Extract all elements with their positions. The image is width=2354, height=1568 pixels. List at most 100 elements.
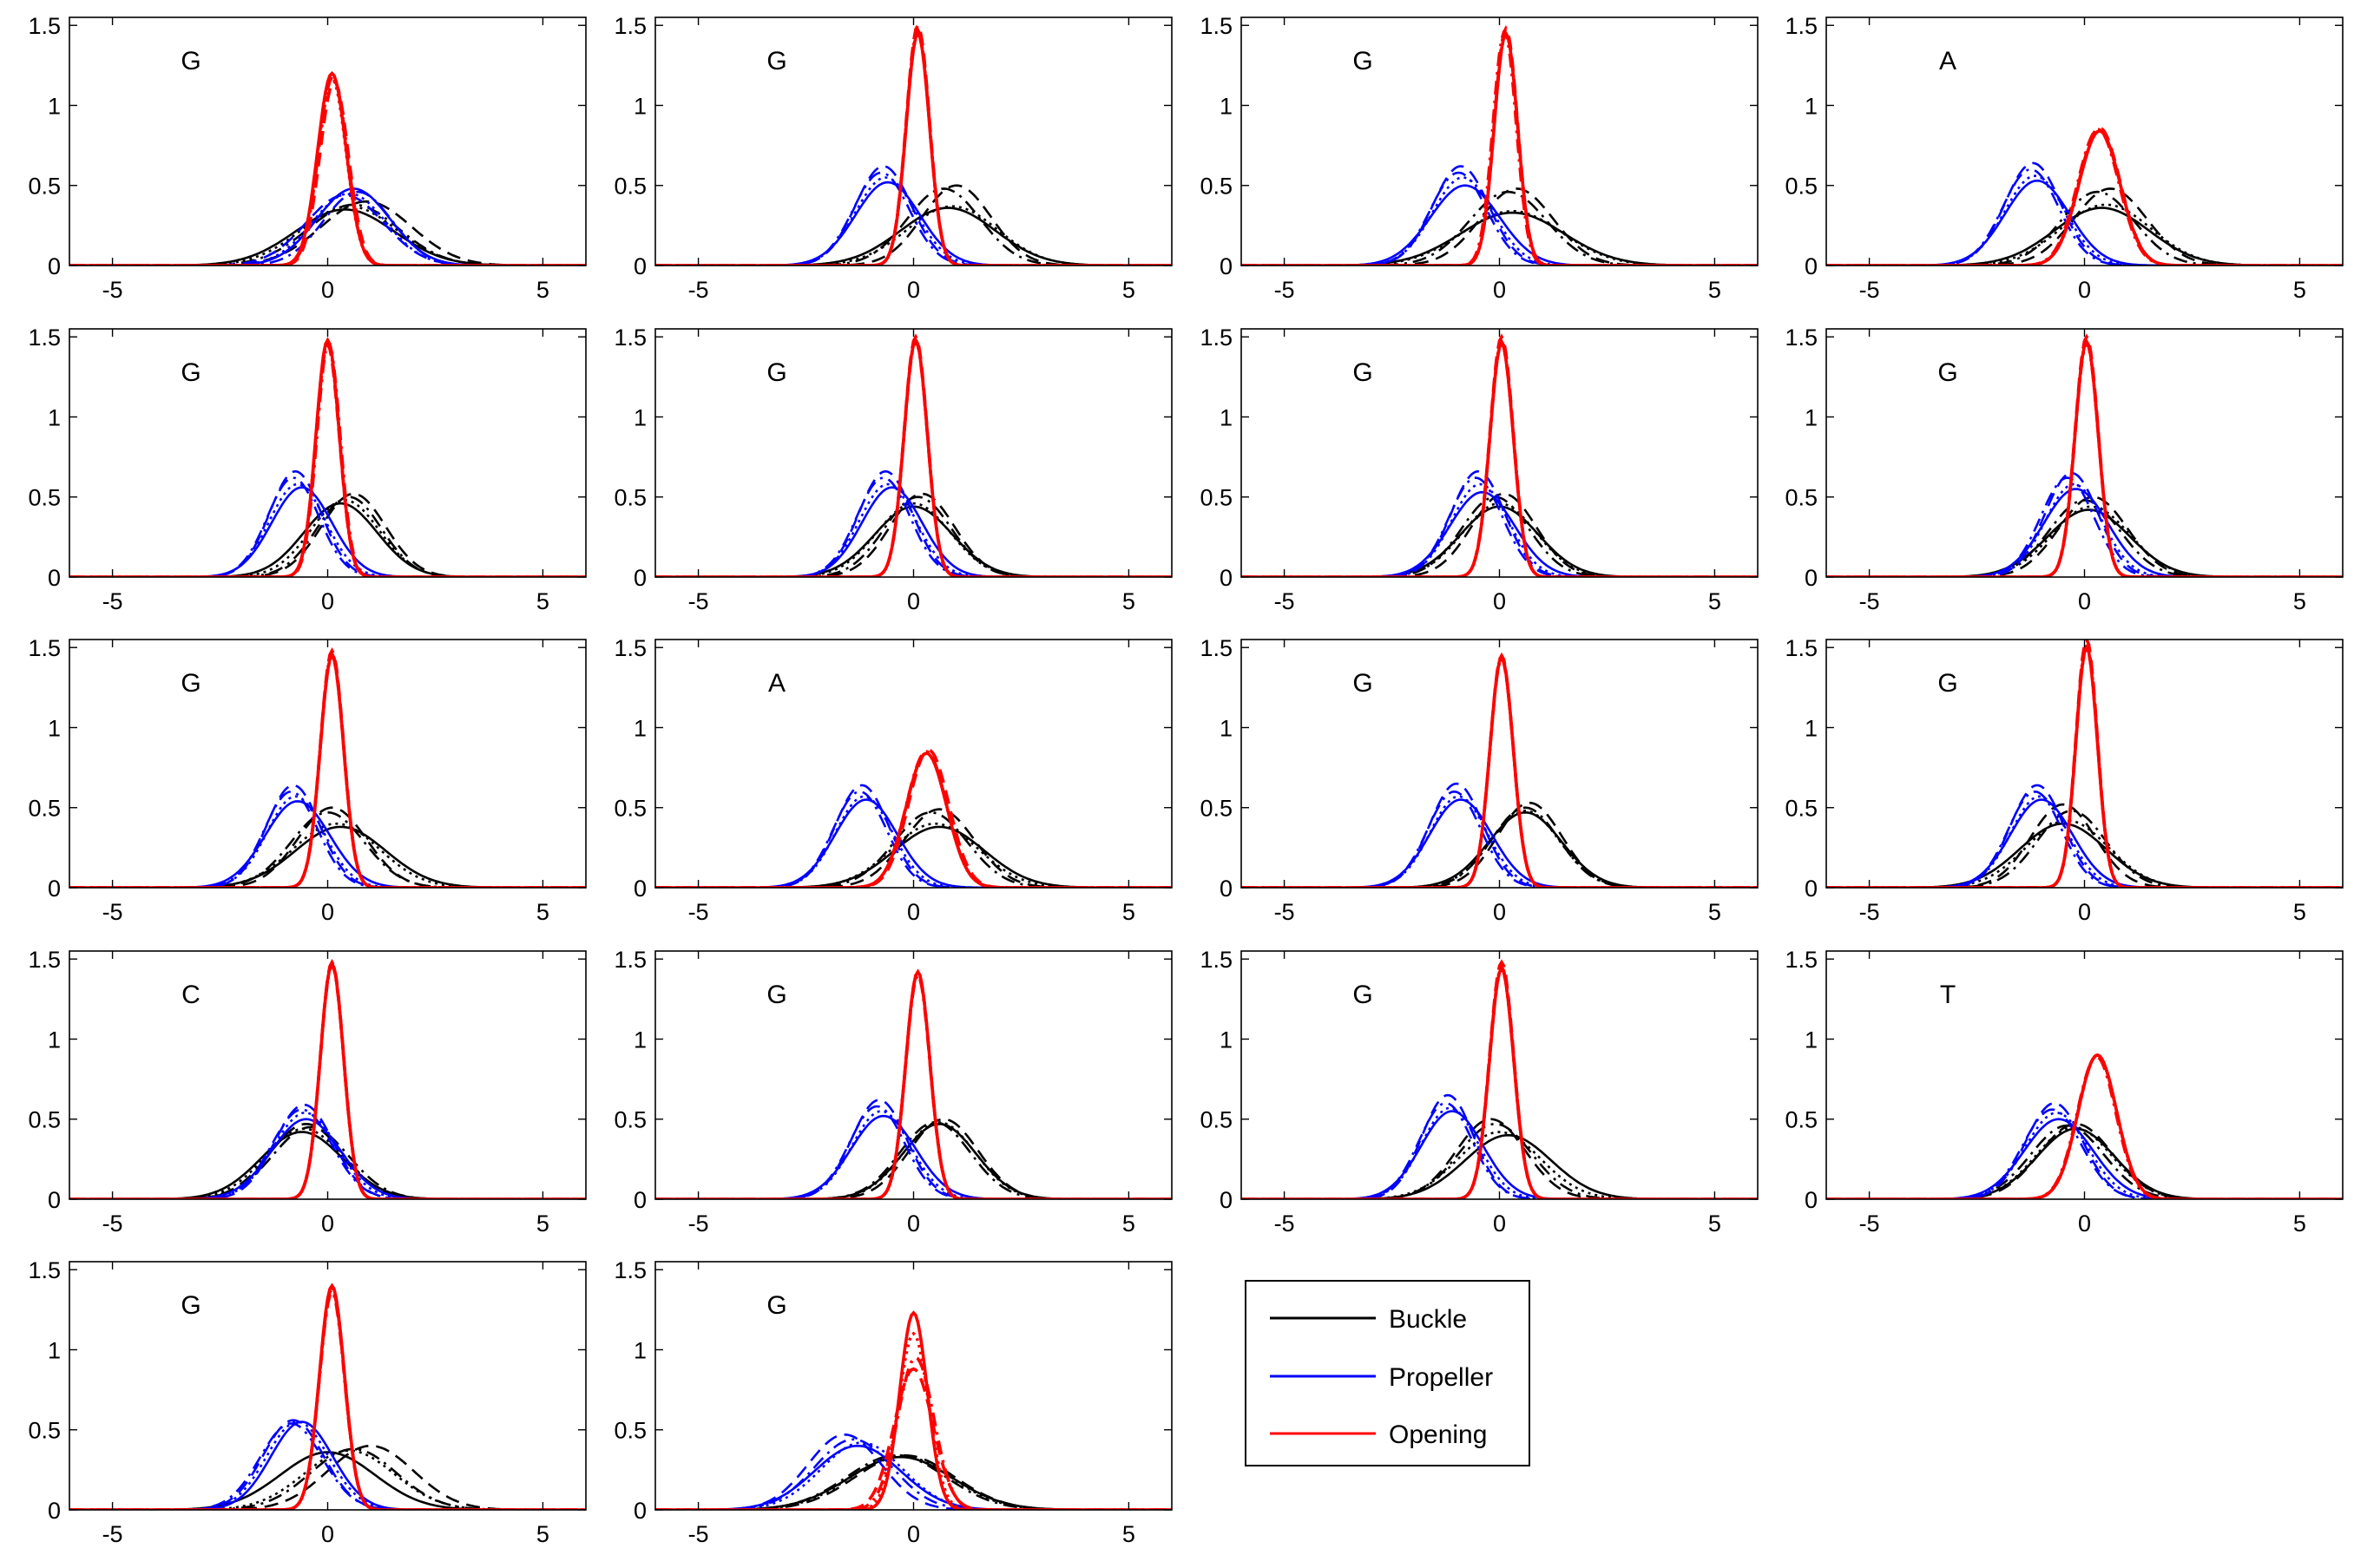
panel-base-label: G [181, 669, 201, 698]
xtick-label: 5 [1122, 1521, 1135, 1547]
panel-base-label: G [181, 47, 201, 75]
xtick-label: -5 [1859, 588, 1880, 614]
series-opening-dashed [1241, 959, 1758, 1199]
series-opening-dashed [69, 79, 586, 266]
series-propeller-dashdot [1826, 167, 2343, 266]
series-propeller-dashed [655, 1433, 1172, 1510]
series-buckle-dashdot [69, 1125, 586, 1199]
series-buckle-solid [69, 1451, 586, 1510]
series-opening-dashdot [655, 972, 1172, 1199]
panel-11: 0 0.5 1 1.5 -5 0 5 G [1200, 635, 1759, 925]
series-buckle-dotted [69, 1449, 586, 1510]
ytick-label: 1.5 [28, 635, 61, 661]
xtick-label: 0 [2078, 899, 2091, 925]
ytick-label: 1 [48, 1027, 61, 1053]
xtick-label: 0 [321, 1521, 334, 1547]
series-opening-dashdot [1826, 640, 2343, 888]
ytick-label: 1 [1805, 1027, 1818, 1053]
series-propeller-dotted [655, 176, 1172, 266]
series-propeller-dashdot [1826, 1108, 2343, 1199]
ytick-label: 1 [1220, 1027, 1233, 1053]
series-opening-dashdot [69, 75, 586, 266]
xtick-label: 0 [321, 588, 334, 614]
ytick-label: 0.5 [1200, 485, 1233, 511]
panel-base-label: G [1352, 981, 1372, 1009]
series-buckle-dashdot [655, 495, 1172, 577]
panel-axes-frame [1825, 639, 2344, 889]
series-buckle-dashdot [1826, 1124, 2343, 1199]
series-propeller-dashdot [1241, 476, 1758, 577]
series-propeller-solid [1241, 798, 1758, 888]
series-opening-dashdot [1826, 1055, 2343, 1199]
ytick-label: 1.5 [28, 947, 61, 973]
xtick-label: 0 [907, 588, 920, 614]
series-buckle-dashdot [1826, 810, 2343, 888]
series-buckle-dashed [69, 1122, 586, 1199]
series-opening-solid [69, 652, 586, 888]
xtick-label: -5 [688, 1521, 709, 1547]
ytick-label: 0 [1805, 565, 1818, 591]
series-opening-dashdot [69, 650, 586, 888]
series-buckle-solid [1826, 508, 2343, 577]
series-propeller-dashed [1241, 1093, 1758, 1199]
panel-base-label: G [766, 981, 786, 1009]
ytick-label: 1.5 [1785, 325, 1818, 351]
xtick-label: -5 [1274, 277, 1295, 303]
panel-17: 0 0.5 1 1.5 -5 0 5 G [28, 1257, 587, 1547]
ytick-label: 1.5 [1785, 947, 1818, 973]
series-opening-dotted [1241, 653, 1758, 888]
series-opening-dashdot [1241, 963, 1758, 1199]
series-propeller-dashed [1241, 469, 1758, 577]
series-propeller-dotted [655, 1441, 1172, 1510]
series-opening-dotted [1826, 129, 2343, 266]
ytick-label: 0 [48, 253, 61, 279]
series-buckle-dotted [69, 205, 586, 266]
series-opening-dashed [655, 333, 1172, 577]
panel-base-label: A [768, 669, 786, 698]
series-buckle-dashed [655, 1454, 1172, 1510]
panel-axes-frame [69, 16, 587, 266]
panel-curves [69, 337, 586, 577]
ytick-label: 1 [1805, 404, 1818, 430]
panel-curves [1826, 640, 2343, 888]
xtick-label: 5 [1122, 277, 1135, 303]
series-buckle-dashed [1826, 1122, 2343, 1199]
series-opening-solid [1826, 643, 2343, 888]
xtick-label: 0 [2078, 277, 2091, 303]
panel-6: 0 0.5 1 1.5 -5 0 5 G [614, 325, 1173, 614]
ytick-label: 0.5 [28, 1418, 61, 1444]
ytick-label: 0 [48, 1498, 61, 1524]
ytick-label: 1.5 [614, 947, 647, 973]
xtick-label: 5 [2293, 899, 2306, 925]
series-buckle-dotted [1826, 505, 2343, 577]
series-opening-dashed [69, 341, 586, 577]
series-propeller-solid [69, 1118, 586, 1199]
ytick-label: 1.5 [614, 635, 647, 661]
series-propeller-dashdot [1826, 476, 2343, 577]
xtick-label: 5 [536, 588, 549, 614]
series-opening-solid [1241, 965, 1758, 1199]
xtick-label: 5 [1708, 1210, 1721, 1237]
series-propeller-dashdot [655, 1105, 1172, 1199]
series-opening-dotted [655, 337, 1172, 577]
panel-curves [69, 647, 586, 888]
series-propeller-solid [1826, 1118, 2343, 1199]
xtick-label: 5 [1122, 588, 1135, 614]
series-propeller-dashed [1826, 1101, 2343, 1199]
ytick-label: 1.5 [1785, 635, 1818, 661]
ytick-label: 0.5 [1200, 174, 1233, 200]
ytick-label: 1.5 [1785, 13, 1818, 39]
xtick-label: 5 [536, 277, 549, 303]
panel-curves [655, 748, 1172, 888]
series-propeller-solid [69, 187, 586, 266]
panel-axes-frame [654, 1261, 1173, 1511]
ytick-label: 0 [634, 1498, 647, 1524]
panel-14: 0 0.5 1 1.5 -5 0 5 G [614, 947, 1173, 1237]
ytick-label: 0 [48, 1187, 61, 1213]
series-propeller-dashed [69, 469, 586, 577]
series-propeller-dotted [1241, 1106, 1758, 1199]
panel-1: 0 0.5 1 1.5 -5 0 5 G [28, 13, 587, 303]
panel-base-label: G [1937, 358, 1957, 387]
series-opening-dashed [655, 1367, 1172, 1510]
